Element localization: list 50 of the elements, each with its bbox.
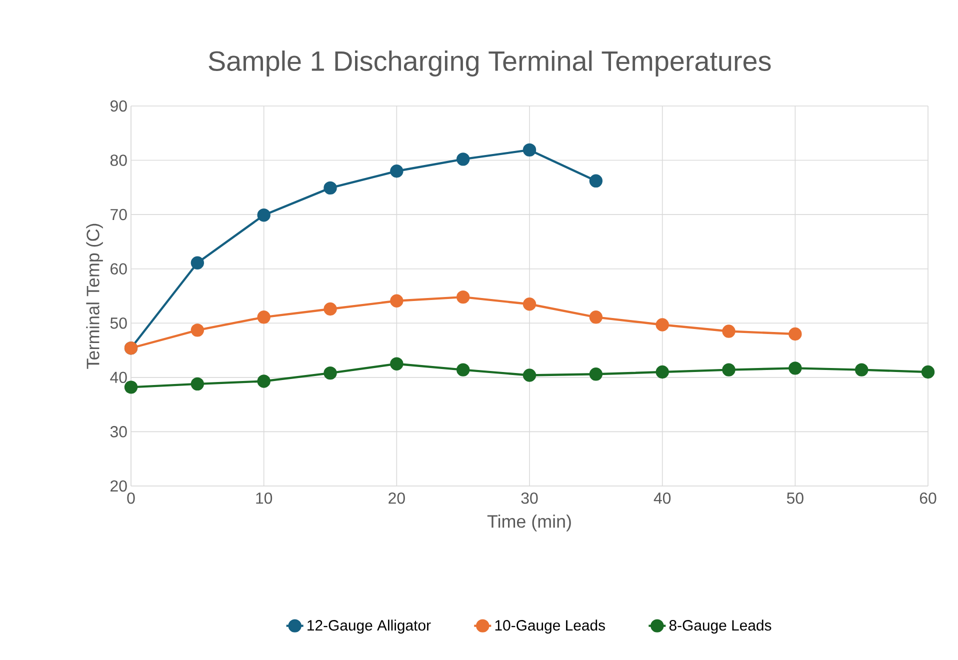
y-tick-label: 90	[110, 100, 127, 112]
point	[456, 152, 470, 166]
point	[522, 298, 536, 311]
x-tick-label: 0	[127, 492, 135, 504]
legend-label: 10-Gauge Leads	[495, 620, 605, 634]
x-axis-title: Time (min)	[487, 514, 571, 532]
point	[522, 368, 536, 382]
y-axis-title: Terminal Temp (C)	[86, 224, 103, 369]
y-tick-label: 30	[110, 426, 127, 438]
point	[854, 363, 868, 376]
point	[456, 290, 470, 304]
point	[324, 302, 337, 316]
y-tick-label: 60	[110, 263, 127, 274]
point	[722, 363, 736, 376]
legend-label: 12-Gauge Alligator	[308, 620, 431, 634]
point	[589, 174, 603, 188]
point	[788, 362, 802, 375]
point	[390, 357, 404, 370]
point	[656, 365, 669, 379]
x-tick-label: 60	[920, 492, 936, 504]
point	[257, 208, 270, 222]
point	[589, 310, 603, 324]
point	[257, 374, 270, 388]
point	[456, 363, 470, 376]
y-tick-label: 20	[110, 480, 127, 492]
point	[722, 324, 736, 338]
point	[656, 318, 669, 332]
point	[190, 377, 204, 391]
chart-title: Sample 1 Discharging Terminal Temperatures	[208, 50, 771, 76]
x-tick-label: 50	[786, 492, 804, 504]
y-tick-label: 70	[110, 208, 127, 220]
point	[324, 181, 337, 195]
x-tick-label: 20	[388, 492, 405, 504]
x-tick-label: 30	[521, 492, 538, 504]
y-tick-label: 40	[110, 372, 127, 384]
point	[190, 256, 204, 270]
point	[324, 366, 337, 380]
point	[257, 310, 270, 324]
point	[589, 368, 603, 381]
point	[788, 327, 802, 341]
point	[921, 365, 935, 379]
x-tick-label: 10	[256, 492, 272, 504]
point	[190, 324, 204, 337]
point	[522, 143, 536, 157]
point	[390, 164, 404, 178]
legend-label: 8-Gauge Leads	[669, 620, 772, 634]
point	[390, 294, 404, 308]
x-tick-label: 40	[654, 492, 671, 504]
y-tick-label: 80	[110, 154, 127, 166]
y-tick-label: 50	[110, 317, 127, 329]
